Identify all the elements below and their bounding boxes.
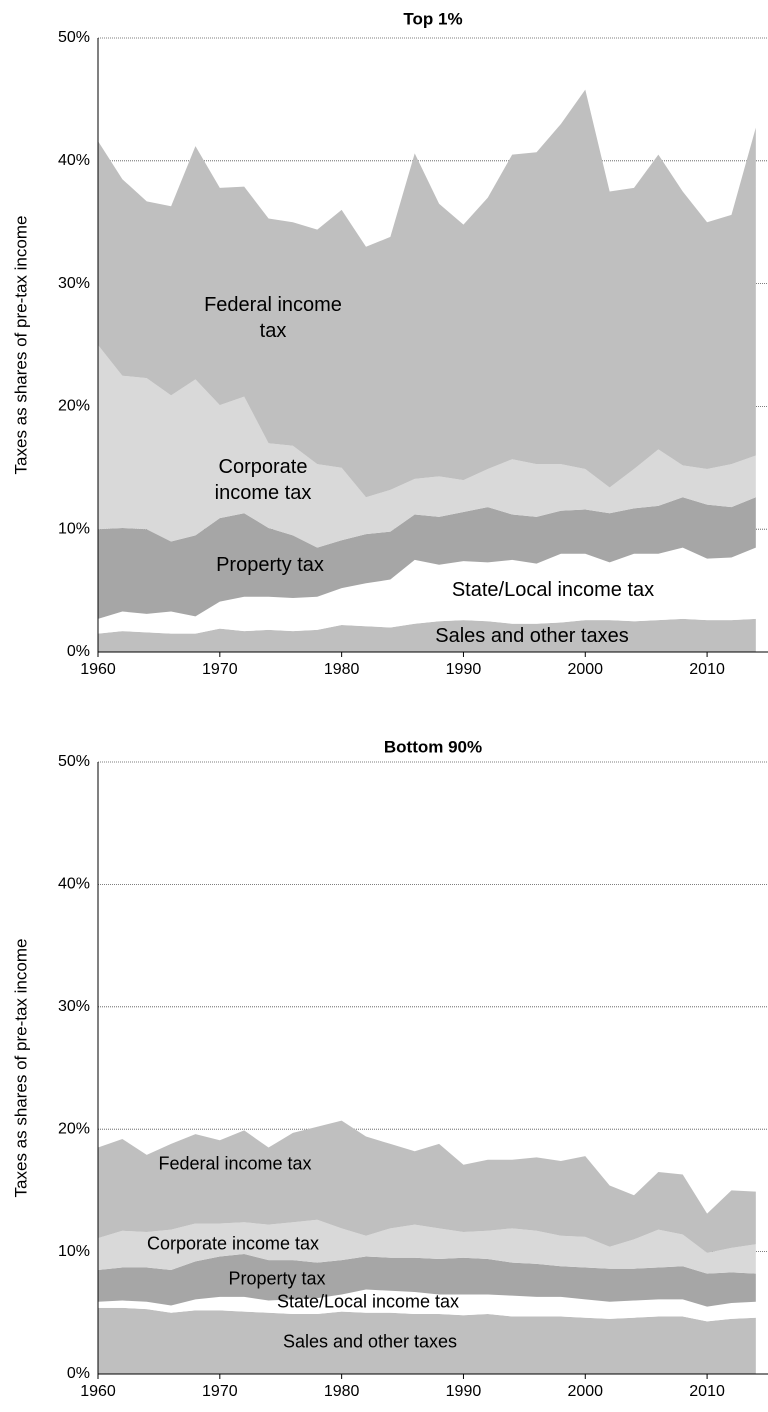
chart-title: Top 1% [403,9,462,28]
area-label: Sales and other taxes [282,1331,458,1352]
y-tick-label: 20% [58,1120,90,1137]
area-label: Federal income tax [204,294,342,342]
x-tick-label: 1960 [80,661,116,678]
area [98,89,756,498]
area-label: Property tax [228,1268,326,1289]
x-tick-label: 1970 [202,661,238,678]
y-tick-label: 0% [67,643,90,660]
x-tick-label: 2010 [689,661,725,678]
y-axis-label: Taxes as shares of pre-tax income [11,939,30,1198]
x-tick-label: 1980 [324,661,360,678]
area [98,1307,756,1374]
area-label: State/Local income tax [276,1291,460,1312]
area [98,547,756,634]
x-tick-label: 2000 [567,1383,603,1400]
x-tick-label: 1970 [202,1383,238,1400]
area-label: Corporate income tax [146,1233,320,1254]
area [98,618,756,652]
area [98,1219,756,1274]
area [98,1254,756,1307]
y-tick-label: 40% [58,152,90,169]
x-tick-label: 1960 [80,1383,116,1400]
y-tick-label: 0% [67,1365,90,1382]
y-tick-label: 30% [58,275,90,292]
y-tick-label: 10% [58,1243,90,1260]
y-tick-label: 50% [58,753,90,770]
x-tick-label: 2010 [689,1383,725,1400]
x-tick-label: 1980 [324,1383,360,1400]
x-tick-label: 2000 [567,661,603,678]
y-tick-label: 40% [58,876,90,893]
area [98,345,756,548]
area [98,497,756,619]
area-label: State/Local income tax [451,579,655,601]
chart-title: Bottom 90% [384,737,482,756]
y-tick-label: 30% [58,998,90,1015]
x-tick-label: 1990 [446,661,482,678]
y-tick-label: 10% [58,520,90,537]
x-tick-label: 1990 [446,1383,482,1400]
area-label: Federal income tax [158,1153,312,1174]
area [98,1120,756,1253]
area-label: Property tax [216,554,324,576]
area-label: Sales and other taxes [435,625,629,647]
y-tick-label: 20% [58,398,90,415]
y-axis-label: Taxes as shares of pre-tax income [11,216,30,475]
y-tick-label: 50% [58,29,90,46]
area-label: Corporate income tax [214,456,312,504]
area [98,1289,756,1322]
